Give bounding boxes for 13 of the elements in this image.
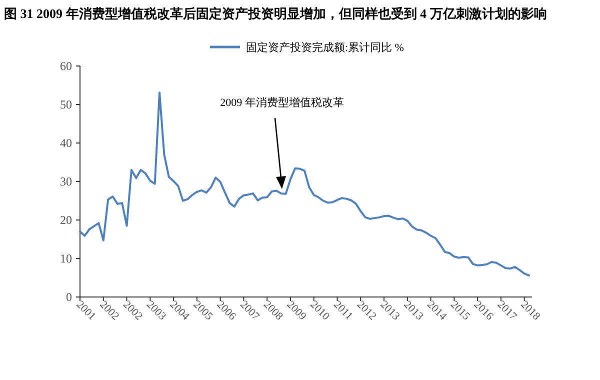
y-tick-label: 60 xyxy=(60,59,72,74)
y-tick-label: 50 xyxy=(60,98,72,112)
x-tick-label: 2007 xyxy=(238,298,262,324)
x-tick-label: 2017 xyxy=(494,298,520,324)
y-tick-label: 40 xyxy=(60,136,72,150)
line-series xyxy=(79,92,530,276)
y-tick-label: 0 xyxy=(66,290,72,304)
annotation: 2009 年消费型增值税改革 xyxy=(220,96,344,109)
y-tick-label: 30 xyxy=(60,174,72,189)
legend-label: 固定资产投资完成额:累计同比 % xyxy=(246,40,404,54)
y-tick-label: 10 xyxy=(60,252,72,266)
y-tick-label: 20 xyxy=(60,213,72,228)
chart-title: 图 31 2009 年消费型增值税改革后固定资产投资明显增加，但同样也受到 4 万亿刺激计划的影响 xyxy=(4,6,547,21)
